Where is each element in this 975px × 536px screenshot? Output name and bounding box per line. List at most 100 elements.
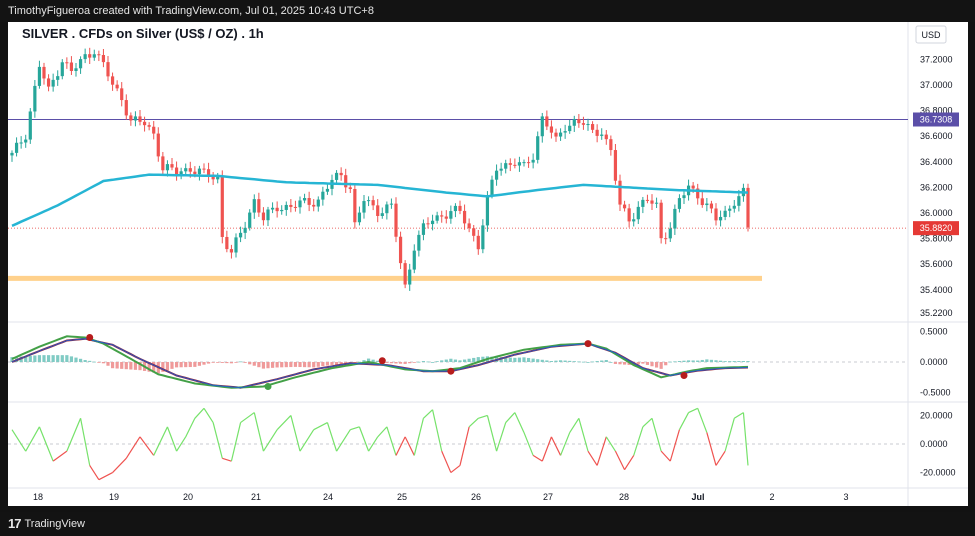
candle-body (266, 209, 270, 221)
oscillator-segment (605, 436, 616, 452)
candle-body (494, 170, 499, 180)
candle-body (362, 201, 366, 213)
macd-histogram-bar (334, 362, 339, 365)
macd-histogram-bar (60, 355, 64, 362)
oscillator-segment (505, 412, 516, 423)
candle-body (472, 228, 476, 236)
candle-body (627, 208, 631, 222)
macd-histogram-bar (604, 360, 608, 362)
macd-histogram-bar (636, 362, 640, 365)
macd-histogram-bar (42, 355, 46, 362)
macd-histogram-bar (659, 362, 663, 369)
macd-histogram-bar (508, 357, 512, 362)
macd-histogram-bar (714, 360, 718, 362)
macd-histogram-bar (746, 361, 750, 362)
oscillator-tick-label: 0.0000 (920, 439, 948, 449)
candle-body (604, 134, 608, 140)
date-tick-label: 18 (33, 492, 43, 502)
last-price-badge (913, 221, 959, 236)
macd-cross-dot (584, 340, 592, 348)
last-price-label: 35.8820 (920, 223, 953, 233)
candle-body (568, 125, 572, 132)
macd-histogram-bar (298, 362, 302, 368)
candle-body (284, 204, 288, 210)
candle-body (197, 168, 202, 175)
candle-body (654, 202, 659, 204)
macd-histogram-bar (394, 362, 398, 364)
oscillator-segment (468, 417, 479, 428)
macd-histogram-bar (595, 361, 599, 362)
date-tick-label: 25 (397, 492, 407, 502)
macd-histogram-bar (129, 362, 133, 370)
macd-histogram-bar (120, 362, 124, 369)
currency-box (915, 25, 947, 44)
oscillator-segment (350, 426, 360, 431)
candle-body (312, 204, 316, 207)
candle-body (170, 164, 174, 168)
candle-body (307, 198, 311, 205)
oscillator-segment (139, 436, 155, 456)
macd-signal-overlay (11, 338, 749, 389)
candle-body (92, 54, 96, 58)
macd-histogram-bar (202, 362, 206, 365)
candle-body (398, 236, 403, 264)
candle-body (723, 210, 727, 217)
candle-body (600, 134, 604, 136)
oscillator-segment (395, 436, 406, 456)
candle-body (558, 132, 563, 137)
candle-body (613, 150, 618, 181)
candle-body (348, 187, 352, 189)
oscillator-segment (706, 432, 717, 466)
oscillator-segment (125, 436, 141, 459)
macd-histogram-bar (462, 359, 467, 362)
macd-histogram-bar (449, 358, 453, 362)
oscillator-segment (651, 418, 662, 452)
macd-histogram-bar (677, 361, 682, 362)
macd-histogram-bar (83, 360, 87, 362)
macd-histogram-bar (371, 359, 375, 362)
macd-histogram-bar (613, 362, 618, 364)
chart-panel[interactable]: SILVER . CFDs on Silver (US$ / OZ) . 1h U… (8, 22, 968, 506)
candle-body (403, 263, 407, 285)
macd-histogram-bar (458, 360, 462, 362)
macd-histogram-bar (275, 362, 279, 368)
candle-body (229, 249, 234, 253)
macd-histogram-bar (197, 362, 202, 366)
candle-body (24, 139, 28, 143)
candle-body (549, 126, 554, 133)
candle-body (389, 203, 394, 205)
oscillator-segment (25, 426, 40, 452)
macd-histogram-bar (115, 362, 119, 369)
macd-cross-dot (447, 367, 455, 375)
oscillator-segment (423, 409, 433, 419)
candle-body (705, 203, 709, 206)
oscillator-segment (404, 436, 415, 456)
hline-price-badge (913, 112, 959, 127)
chart-svg[interactable]: SILVER . CFDs on Silver (US$ / OZ) . 1h U… (8, 22, 968, 506)
oscillator-segment (66, 418, 82, 452)
candle-body (718, 216, 723, 221)
oscillator-segment (358, 426, 370, 452)
candle-body (334, 172, 339, 180)
date-tick-label: 20 (183, 492, 193, 502)
candle-body (152, 126, 156, 134)
macd-histogram-bar (46, 355, 51, 362)
tradingview-logo[interactable]: 17 TradingView (8, 516, 85, 531)
candle-body (88, 54, 92, 58)
macd-histogram-bar (170, 362, 174, 369)
candle-body (394, 203, 398, 237)
macd-histogram-bar (211, 362, 215, 363)
macd-histogram-bar (220, 362, 224, 363)
candle-body (124, 100, 128, 116)
oscillator-segment (450, 464, 461, 474)
candle-body (421, 223, 426, 235)
oscillator-segment (368, 436, 379, 452)
macd-histogram-bar (572, 361, 576, 362)
candle-body (700, 198, 704, 206)
oscillator-segment (523, 432, 534, 456)
macd-histogram-bar (330, 362, 334, 365)
macd-histogram-bar (133, 362, 138, 370)
macd-histogram-bar (645, 362, 650, 365)
candle-body (133, 116, 138, 121)
macd-histogram-bar (430, 362, 435, 363)
